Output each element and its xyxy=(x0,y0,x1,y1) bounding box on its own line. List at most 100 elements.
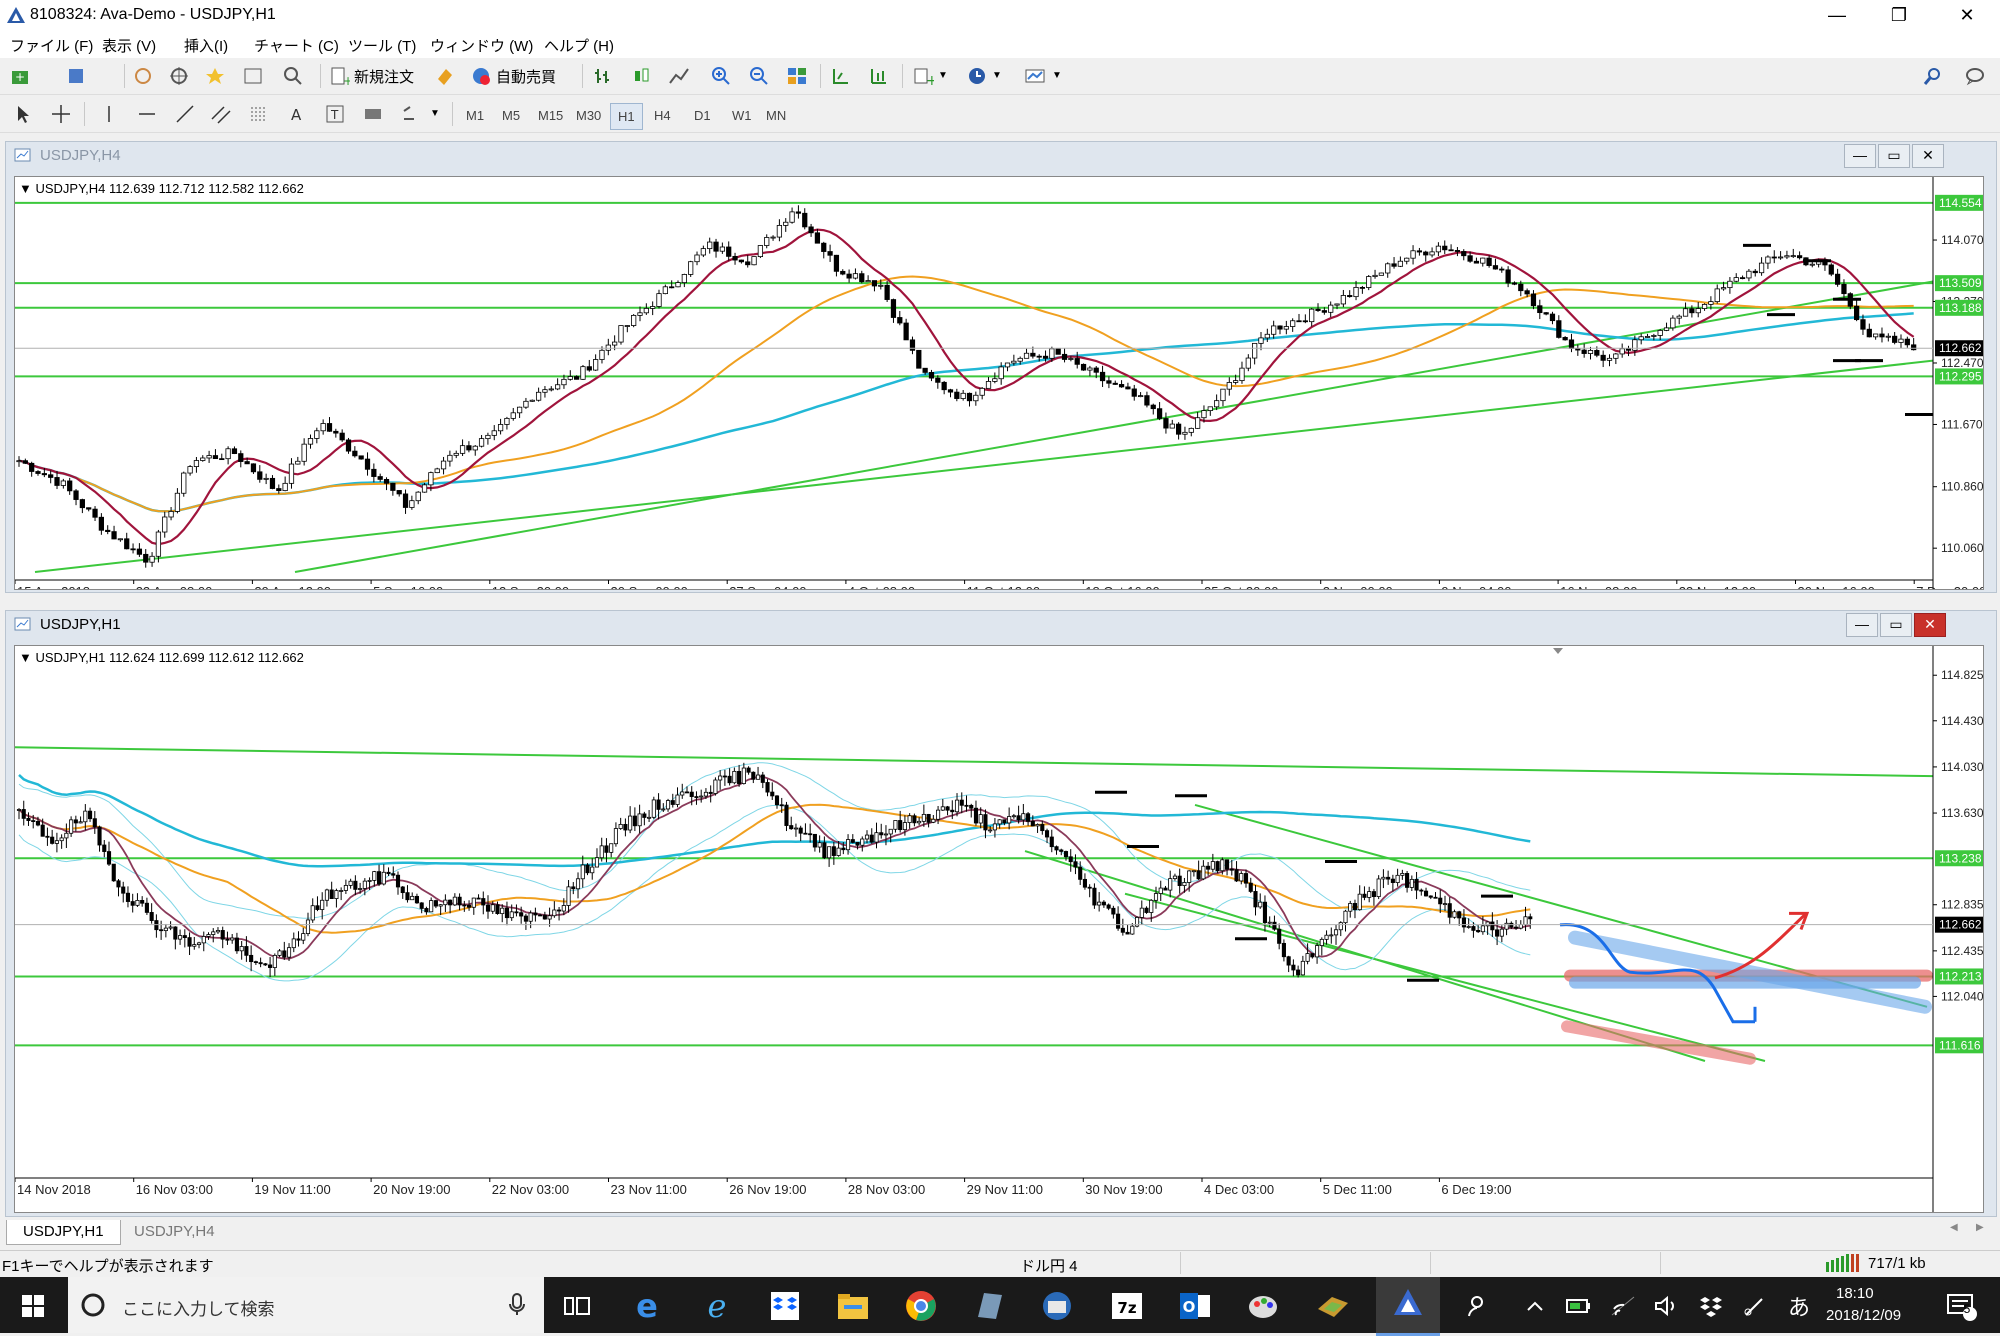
trendline-icon[interactable] xyxy=(172,101,198,127)
close-button[interactable]: ✕ xyxy=(1959,5,1975,25)
menu-insert[interactable]: 挿入(I) xyxy=(184,38,229,55)
horizontal-line-icon[interactable] xyxy=(134,101,160,127)
chart-canvas-h4[interactable]: ▼ USDJPY,H4 112.639 112.712 112.582 112.… xyxy=(14,176,1984,590)
chart-close-button[interactable]: ✕ xyxy=(1914,613,1946,637)
menu-window[interactable]: ウィンドウ (W) xyxy=(430,38,534,55)
timeframe-d1[interactable]: D1 xyxy=(694,108,711,123)
candlestick-icon[interactable] xyxy=(628,63,654,89)
text-label-icon[interactable]: T xyxy=(322,101,348,127)
indicators-dropdown-icon[interactable]: ▼ xyxy=(938,70,948,81)
internet-explorer-icon[interactable]: e xyxy=(694,1283,740,1329)
vertical-line-icon[interactable] xyxy=(96,101,122,127)
templates-dropdown-icon[interactable]: ▼ xyxy=(1052,70,1062,81)
tab-usdjpy-h4[interactable]: USDJPY,H4 xyxy=(134,1223,215,1240)
profiles-icon[interactable] xyxy=(64,63,90,89)
metatrader-task-icon[interactable] xyxy=(1376,1277,1440,1336)
timeframe-h4[interactable]: H4 xyxy=(654,108,671,123)
tile-windows-icon[interactable] xyxy=(784,63,810,89)
clock-date[interactable]: 2018/12/09 xyxy=(1826,1307,1902,1324)
price-chart-h1[interactable]: 114.825 114.430 114.030 113.630 112.835 112.4… xyxy=(15,646,1983,1212)
chart-window-h4[interactable]: USDJPY,H4 — ▭ ✕ ▼ USDJPY,H4 112.639 112.… xyxy=(5,141,1997,593)
metaeditor-icon[interactable] xyxy=(432,63,458,89)
price-chart-h4[interactable]: 114.070113.270112.470111.670110.860110.0… xyxy=(15,177,1983,589)
timeframe-m1[interactable]: M1 xyxy=(466,108,485,123)
timeframe-m30[interactable]: M30 xyxy=(576,108,602,123)
windows-start-icon[interactable] xyxy=(10,1283,56,1329)
minimize-button[interactable]: — xyxy=(1828,5,1846,25)
show-hidden-icons-chevron[interactable] xyxy=(1512,1283,1558,1329)
chart-canvas-h1[interactable]: ▼ USDJPY,H1 112.624 112.699 112.612 112.… xyxy=(14,645,1984,1213)
menu-help[interactable]: ヘルプ (H) xyxy=(544,38,614,55)
clock-time[interactable]: 18:10 xyxy=(1836,1285,1874,1302)
new-chart-icon[interactable]: + xyxy=(8,63,34,89)
timeframe-mn[interactable]: MN xyxy=(766,108,787,123)
file-explorer-icon[interactable] xyxy=(830,1283,876,1329)
tab-scroll-right-icon[interactable]: ▶ xyxy=(1976,1222,1984,1233)
outlook-icon[interactable]: O xyxy=(1172,1283,1218,1329)
autoscroll-icon[interactable] xyxy=(866,63,892,89)
periods-clock-icon[interactable] xyxy=(964,63,990,89)
tab-usdjpy-h1[interactable]: USDJPY,H1 xyxy=(6,1220,121,1245)
chart-maximize-button[interactable]: ▭ xyxy=(1878,144,1910,168)
chart-minimize-button[interactable]: — xyxy=(1846,613,1878,637)
chart-close-button[interactable]: ✕ xyxy=(1912,144,1944,168)
thunderbird-icon[interactable] xyxy=(1034,1283,1080,1329)
pen-tray-icon[interactable] xyxy=(1732,1283,1778,1329)
menu-tools[interactable]: ツール (T) xyxy=(348,38,417,55)
taskbar-search-box[interactable]: ここに入力して検索 xyxy=(68,1277,544,1333)
timeframe-h1[interactable]: H1 xyxy=(610,103,643,130)
timeframe-w1[interactable]: W1 xyxy=(732,108,752,123)
chart-maximize-button[interactable]: ▭ xyxy=(1880,613,1912,637)
dropbox-tray-icon[interactable] xyxy=(1688,1283,1734,1329)
tab-scroll-left-icon[interactable]: ◀ xyxy=(1950,1222,1958,1233)
text-tool-icon[interactable]: A xyxy=(284,101,310,127)
task-view-icon[interactable] xyxy=(554,1283,600,1329)
chart-shift-icon[interactable] xyxy=(828,63,854,89)
7zip-icon[interactable]: 7z xyxy=(1104,1283,1150,1329)
zoom-out-icon[interactable] xyxy=(746,63,772,89)
indicators-icon[interactable]: + xyxy=(910,63,936,89)
dropbox-icon[interactable] xyxy=(762,1283,808,1329)
templates-icon[interactable] xyxy=(1022,63,1048,89)
chat-icon[interactable] xyxy=(1962,63,1988,89)
notification-center-icon[interactable] xyxy=(1938,1283,1984,1329)
wifi-icon[interactable] xyxy=(1600,1283,1646,1329)
chart-window-h1[interactable]: USDJPY,H1 — ▭ ✕ ▼ USDJPY,H1 112.624 112.… xyxy=(5,610,1997,1217)
chrome-icon[interactable] xyxy=(898,1283,944,1329)
rectangle-icon[interactable] xyxy=(360,101,386,127)
timeframe-m5[interactable]: M5 xyxy=(502,108,521,123)
people-icon[interactable] xyxy=(1456,1283,1502,1329)
line-chart-icon[interactable] xyxy=(666,63,692,89)
arrows-icon[interactable] xyxy=(398,101,424,127)
battery-icon[interactable] xyxy=(1556,1283,1602,1329)
menu-file[interactable]: ファイル (F) xyxy=(10,38,94,55)
volume-icon[interactable] xyxy=(1644,1283,1690,1329)
new-order-button[interactable]: + 新規注文 xyxy=(328,63,414,89)
auto-trading-button[interactable]: 自動売買 xyxy=(470,63,556,89)
restore-button[interactable]: ❐ xyxy=(1890,5,1908,25)
tester-icon[interactable] xyxy=(280,63,306,89)
fibonacci-icon[interactable] xyxy=(246,101,272,127)
search-icon[interactable] xyxy=(1920,63,1946,89)
bar-chart-icon[interactable] xyxy=(590,63,616,89)
chart-minimize-button[interactable]: — xyxy=(1844,144,1876,168)
equidistant-channel-icon[interactable] xyxy=(208,101,234,127)
paint-app-icon[interactable] xyxy=(1240,1283,1286,1329)
menu-chart[interactable]: チャート (C) xyxy=(254,38,339,55)
navigator-icon[interactable] xyxy=(166,63,192,89)
menu-view[interactable]: 表示 (V) xyxy=(102,38,157,55)
zoom-in-icon[interactable] xyxy=(708,63,734,89)
timeframe-m15[interactable]: M15 xyxy=(538,108,564,123)
periods-dropdown-icon[interactable]: ▼ xyxy=(992,70,1002,81)
edge-browser-icon[interactable]: e xyxy=(624,1283,670,1329)
ime-indicator[interactable]: あ xyxy=(1787,1295,1810,1320)
market-watch-icon[interactable] xyxy=(130,63,156,89)
crosshair-icon[interactable] xyxy=(48,101,74,127)
trading-app-icon[interactable] xyxy=(1310,1283,1356,1329)
terminal-icon[interactable] xyxy=(240,63,266,89)
notes-app-icon[interactable] xyxy=(966,1283,1012,1329)
arrows-dropdown-icon[interactable]: ▼ xyxy=(430,108,440,119)
favorites-icon[interactable] xyxy=(202,63,228,89)
cursor-icon[interactable] xyxy=(10,101,36,127)
candle-body xyxy=(860,838,865,846)
